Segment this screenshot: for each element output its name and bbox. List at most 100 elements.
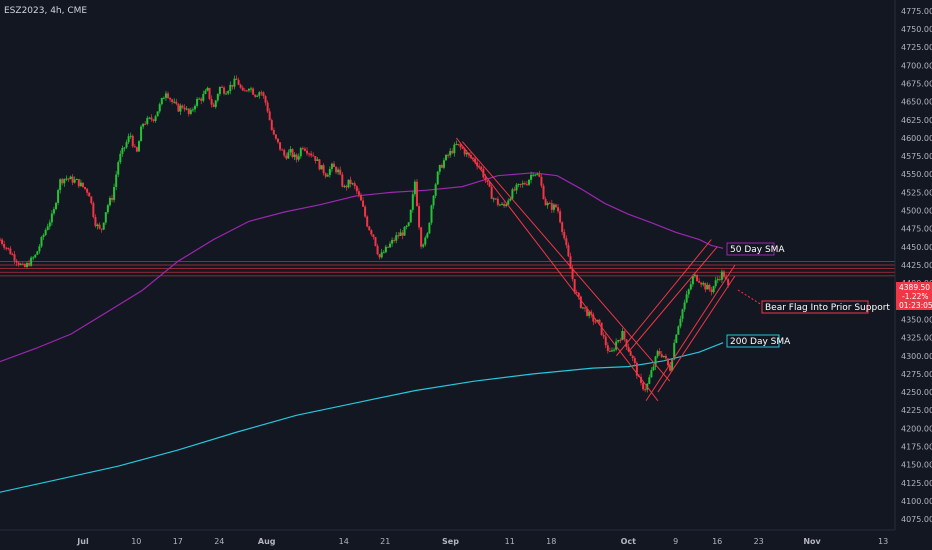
candle-body xyxy=(480,166,483,170)
candle-body xyxy=(420,227,423,247)
candle-body xyxy=(494,198,497,200)
candle-body xyxy=(108,197,111,206)
candle-body xyxy=(492,198,495,200)
candle-body xyxy=(426,233,429,238)
time-tick-label: 9 xyxy=(673,537,678,546)
price-tick-label: 4650.00 xyxy=(901,98,932,107)
candle-body xyxy=(254,94,257,97)
candle-body xyxy=(393,240,396,242)
candle-body xyxy=(262,92,265,97)
candle-body xyxy=(229,84,232,92)
candle-body xyxy=(710,289,713,293)
candle-body xyxy=(561,222,564,233)
candle-body xyxy=(15,260,18,263)
candle-body xyxy=(86,188,89,193)
candle-body xyxy=(447,154,450,156)
candle-body xyxy=(32,257,35,259)
candle-body xyxy=(613,349,616,351)
time-tick-label: 23 xyxy=(754,537,764,546)
candle-body xyxy=(258,92,261,96)
last-price-badge[interactable]: 4389.50 -1.22% 01:23:05 xyxy=(896,282,932,310)
candle-body xyxy=(673,342,676,360)
candle-body xyxy=(525,184,528,186)
candle-body xyxy=(598,319,601,323)
symbol-label: ESZ2023, 4h, CME xyxy=(4,6,87,16)
ma50-label[interactable]: 50 Day SMA xyxy=(726,242,785,256)
candle-body xyxy=(453,144,456,154)
down-channel-line xyxy=(461,141,671,382)
candle-body xyxy=(301,148,304,150)
candle-body xyxy=(160,98,163,105)
price-tick-label: 4625.00 xyxy=(901,116,932,125)
candle-body xyxy=(559,211,562,223)
candle-body xyxy=(196,98,199,106)
candle-body xyxy=(185,108,188,110)
price-tick-label: 4275.00 xyxy=(901,370,932,379)
candle-body xyxy=(683,302,686,310)
candle-body xyxy=(158,104,161,112)
time-tick-label: 11 xyxy=(505,537,515,546)
candle-body xyxy=(687,289,690,295)
candle-body xyxy=(600,322,603,336)
price-tick-label: 4775.00 xyxy=(901,7,932,16)
candle-body xyxy=(374,237,377,246)
candle-body xyxy=(554,204,557,208)
ma50-label-text: 50 Day SMA xyxy=(730,245,785,255)
candle-body xyxy=(538,174,541,177)
last-price-change: -1.22% xyxy=(902,292,929,301)
candle-body xyxy=(438,165,441,172)
candle-body xyxy=(654,356,657,367)
candle-body xyxy=(137,141,140,152)
candle-body xyxy=(503,203,506,207)
candle-body xyxy=(183,107,186,110)
candle-body xyxy=(208,87,211,99)
candle-body xyxy=(299,148,302,157)
candle-body xyxy=(449,150,452,156)
candle-body xyxy=(652,366,655,371)
candle-body xyxy=(100,228,103,230)
candle-body xyxy=(648,377,651,384)
candle-body xyxy=(281,149,284,151)
candle-body xyxy=(127,136,130,143)
candle-body xyxy=(181,105,184,108)
candle-body xyxy=(235,78,238,80)
price-axis[interactable]: 4075.00 4100.00 4125.00 4150.00 4175.00 4200.… xyxy=(901,7,932,524)
candle-body xyxy=(527,179,530,185)
candle-body xyxy=(40,237,43,247)
time-tick-label: 18 xyxy=(546,537,556,546)
candle-body xyxy=(714,280,717,287)
candle-body xyxy=(366,216,369,227)
candle-body xyxy=(459,144,462,148)
candle-body xyxy=(399,232,402,236)
candle-body xyxy=(606,345,609,351)
price-tick-label: 4425.00 xyxy=(901,261,932,270)
candle-body xyxy=(640,376,643,383)
candle-body xyxy=(702,283,705,285)
candles[interactable] xyxy=(0,75,730,393)
trend-channels[interactable] xyxy=(455,137,736,402)
ma200-label[interactable]: 200 Day SMA xyxy=(726,334,791,348)
price-tick-label: 4350.00 xyxy=(901,315,932,324)
candle-body xyxy=(285,155,288,159)
price-tick-label: 4700.00 xyxy=(901,61,932,70)
candle-body xyxy=(666,358,669,366)
candle-body xyxy=(644,389,647,391)
price-tick-label: 4575.00 xyxy=(901,152,932,161)
time-axis[interactable]: Jul 10 17 24 Aug 14 21 Sep 11 18 Oct 9 16 23 Nov 13 xyxy=(76,537,888,546)
candle-body xyxy=(532,174,535,176)
candle-body xyxy=(413,181,416,195)
candle-body xyxy=(633,358,636,363)
bear-flag-label[interactable]: Bear Flag Into Prior Support xyxy=(761,300,890,314)
candle-body xyxy=(567,245,570,257)
time-tick-label: 16 xyxy=(712,537,722,546)
candle-body xyxy=(154,116,157,121)
candle-body xyxy=(177,103,180,112)
candle-body xyxy=(355,186,358,192)
candle-body xyxy=(332,163,335,168)
candle-body xyxy=(63,178,66,184)
candle-body xyxy=(436,171,439,185)
candle-body xyxy=(602,335,605,337)
candle-body xyxy=(370,230,373,235)
candle-body xyxy=(586,308,589,316)
